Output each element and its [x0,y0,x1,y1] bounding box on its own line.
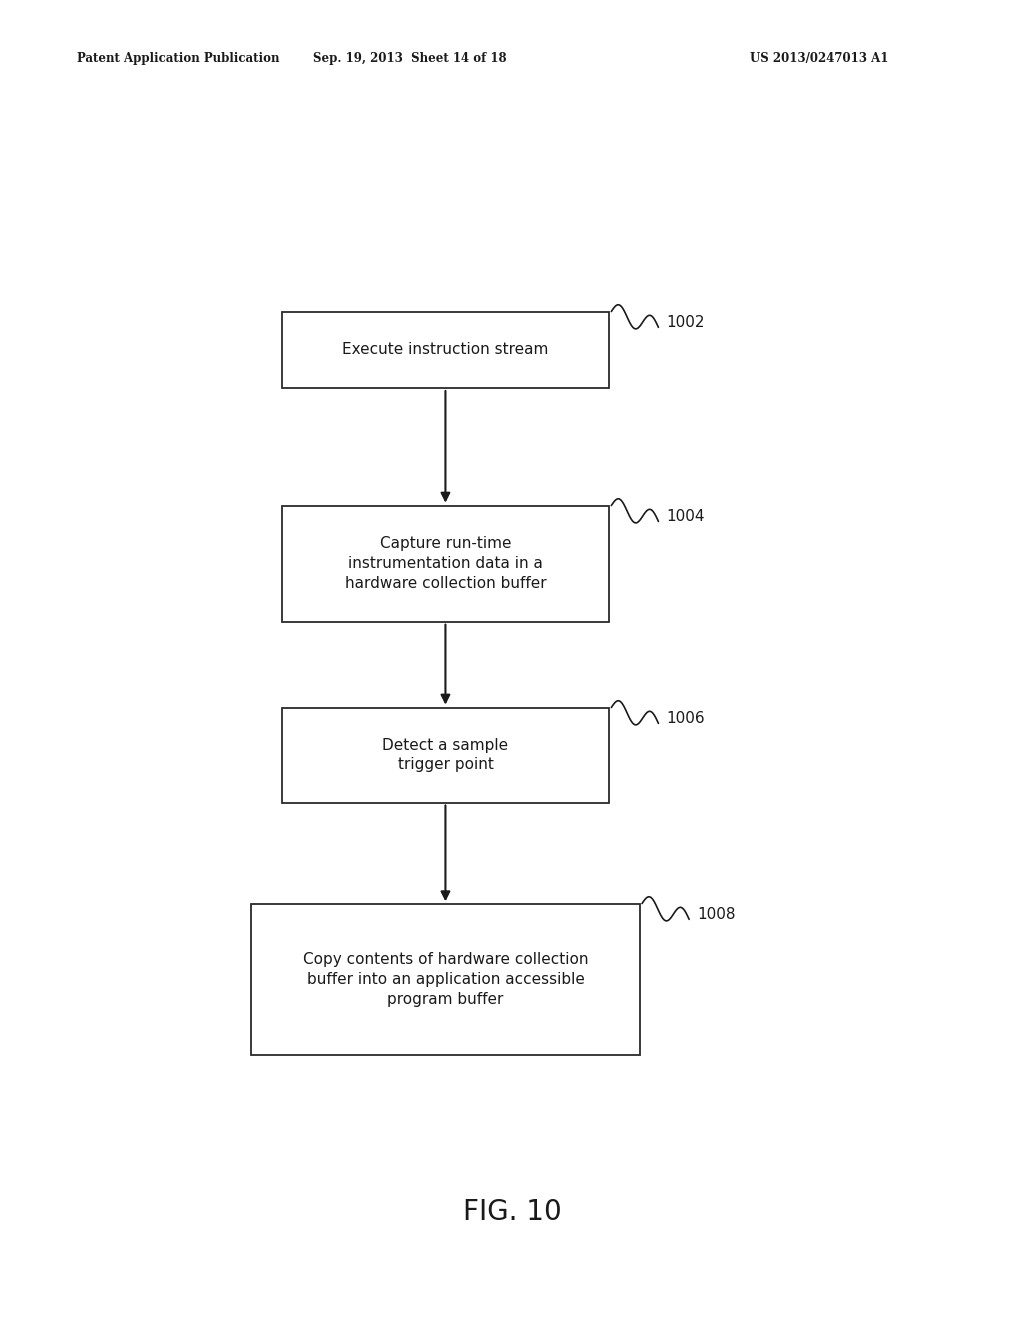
Text: 1004: 1004 [667,508,706,524]
Text: Sep. 19, 2013  Sheet 14 of 18: Sep. 19, 2013 Sheet 14 of 18 [312,51,507,65]
Text: Execute instruction stream: Execute instruction stream [342,342,549,358]
Bar [251,903,640,1056]
Text: 1002: 1002 [667,314,706,330]
Text: Capture run-time
instrumentation data in a
hardware collection buffer: Capture run-time instrumentation data in… [345,536,546,591]
Text: FIG. 10: FIG. 10 [463,1197,561,1226]
Bar [282,708,609,803]
Text: 1006: 1006 [667,710,706,726]
Bar [282,506,609,622]
Text: Detect a sample
trigger point: Detect a sample trigger point [382,738,509,772]
Text: Copy contents of hardware collection
buffer into an application accessible
progr: Copy contents of hardware collection buf… [303,952,588,1007]
Text: US 2013/0247013 A1: US 2013/0247013 A1 [750,51,889,65]
Text: Patent Application Publication: Patent Application Publication [77,51,280,65]
Bar [282,312,609,388]
Text: 1008: 1008 [697,907,736,921]
